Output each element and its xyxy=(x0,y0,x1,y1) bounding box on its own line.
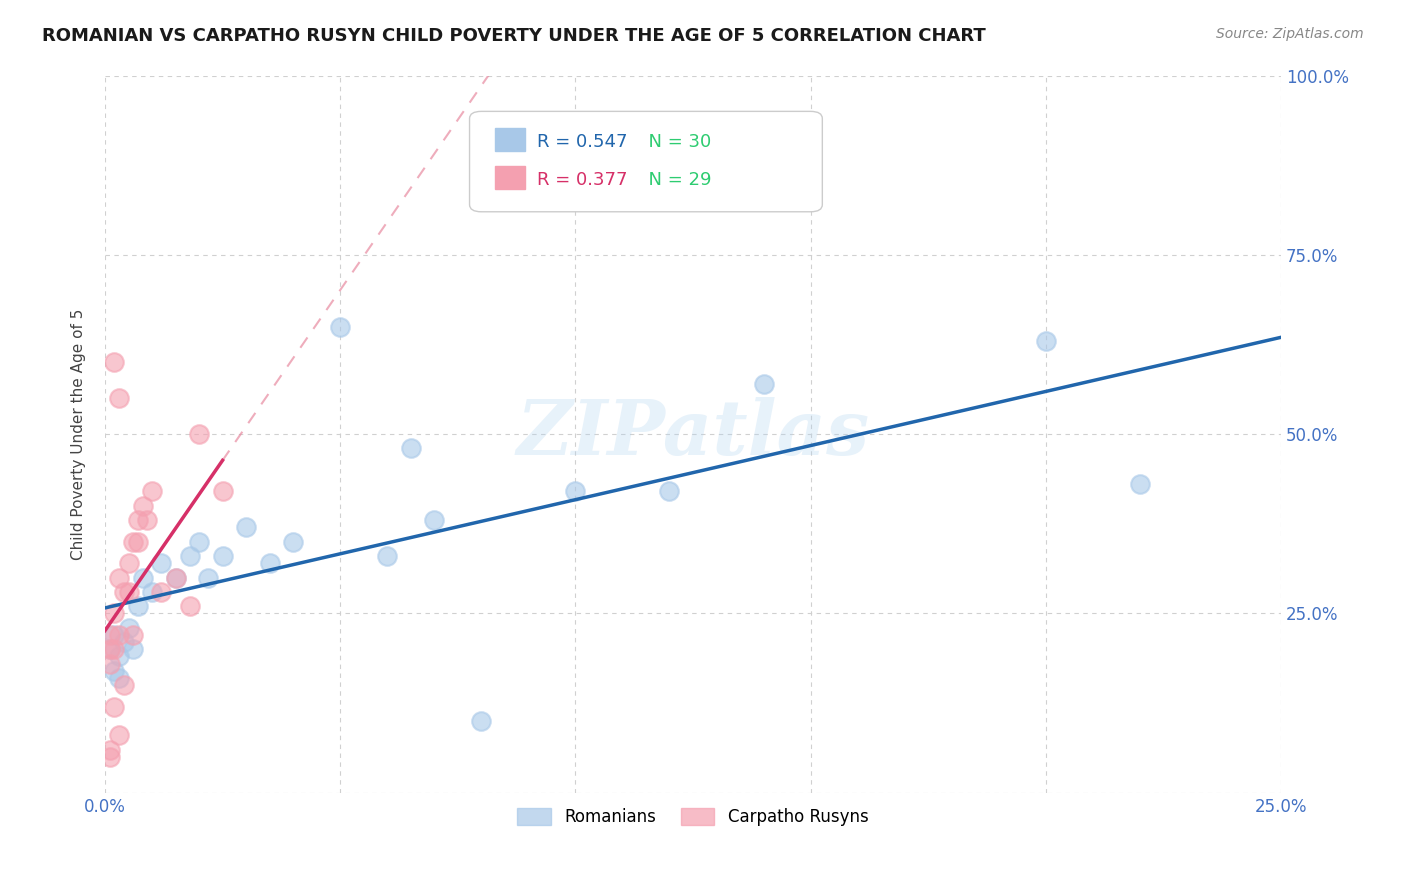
Point xyxy=(658,484,681,499)
Point xyxy=(752,376,775,391)
Point xyxy=(564,484,586,499)
Point xyxy=(122,534,145,549)
Text: Source: ZipAtlas.com: Source: ZipAtlas.com xyxy=(1216,27,1364,41)
Text: ZIPatlas: ZIPatlas xyxy=(516,397,869,471)
Point xyxy=(188,534,211,549)
Text: R = 0.547: R = 0.547 xyxy=(537,133,627,152)
Point xyxy=(1129,477,1152,491)
Point xyxy=(188,427,211,442)
Point xyxy=(375,549,398,563)
Point xyxy=(150,585,173,599)
Point xyxy=(141,484,163,499)
Point xyxy=(127,513,149,527)
Point xyxy=(136,513,159,527)
Point xyxy=(179,549,201,563)
Text: ROMANIAN VS CARPATHO RUSYN CHILD POVERTY UNDER THE AGE OF 5 CORRELATION CHART: ROMANIAN VS CARPATHO RUSYN CHILD POVERTY… xyxy=(42,27,986,45)
Point xyxy=(98,657,121,671)
Point xyxy=(122,628,145,642)
Point xyxy=(108,671,131,685)
Point xyxy=(423,513,446,527)
Point xyxy=(211,549,233,563)
Point xyxy=(103,642,125,657)
Point xyxy=(103,628,125,642)
Point xyxy=(197,570,219,584)
Point xyxy=(211,484,233,499)
FancyBboxPatch shape xyxy=(495,128,524,152)
Y-axis label: Child Poverty Under the Age of 5: Child Poverty Under the Age of 5 xyxy=(72,309,86,560)
Point xyxy=(103,607,125,621)
Point xyxy=(103,355,125,369)
Text: N = 29: N = 29 xyxy=(637,171,711,189)
Point xyxy=(108,570,131,584)
Point xyxy=(131,499,153,513)
Point xyxy=(98,742,121,756)
Point xyxy=(470,714,492,728)
Point xyxy=(150,556,173,570)
Point xyxy=(108,728,131,742)
Point xyxy=(108,649,131,664)
Point xyxy=(141,585,163,599)
Point xyxy=(399,442,422,456)
Point xyxy=(103,664,125,678)
Point xyxy=(165,570,187,584)
Point xyxy=(108,628,131,642)
FancyBboxPatch shape xyxy=(495,166,524,189)
Point xyxy=(98,749,121,764)
Point xyxy=(127,534,149,549)
Point xyxy=(98,642,121,657)
Point xyxy=(117,621,139,635)
Text: R = 0.377: R = 0.377 xyxy=(537,171,627,189)
Point xyxy=(117,556,139,570)
Point xyxy=(117,585,139,599)
Point xyxy=(1035,334,1057,348)
Point xyxy=(98,628,121,642)
Point xyxy=(131,570,153,584)
Point xyxy=(98,642,121,657)
Point xyxy=(165,570,187,584)
Point xyxy=(112,678,135,692)
Legend: Romanians, Carpatho Rusyns: Romanians, Carpatho Rusyns xyxy=(509,800,877,835)
Point xyxy=(235,520,257,534)
Point xyxy=(112,585,135,599)
Text: N = 30: N = 30 xyxy=(637,133,711,152)
Point xyxy=(108,391,131,405)
Point xyxy=(112,635,135,649)
Point xyxy=(103,699,125,714)
Point xyxy=(127,599,149,614)
Point xyxy=(281,534,304,549)
Point xyxy=(259,556,281,570)
Point xyxy=(122,642,145,657)
Point xyxy=(329,319,352,334)
Point xyxy=(179,599,201,614)
FancyBboxPatch shape xyxy=(470,112,823,211)
